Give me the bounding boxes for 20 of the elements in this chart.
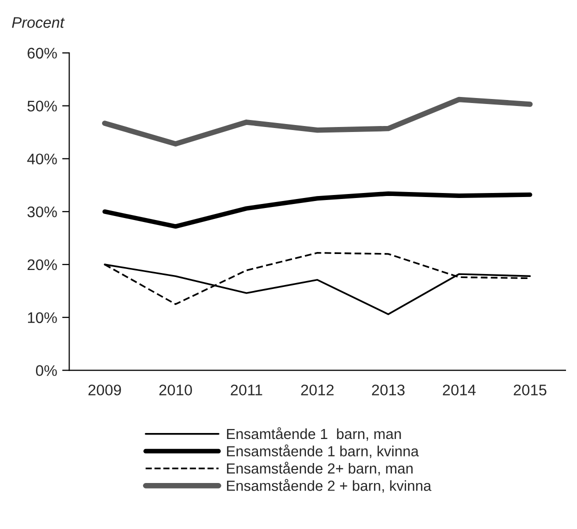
x-tick-label: 2015 xyxy=(514,384,546,396)
x-tick-label: 2010 xyxy=(159,384,192,396)
y-tick-label: 40% xyxy=(27,154,57,164)
legend-label: Ensamstående 1 barn, kvinna xyxy=(227,444,419,458)
y-axis-title: Procent xyxy=(12,17,65,28)
y-tick-label: 50% xyxy=(27,100,57,112)
legend-label: Ensamtående 1 barn, man xyxy=(227,427,401,441)
y-tick-label: 10% xyxy=(28,312,57,324)
x-tick-label: 2013 xyxy=(372,384,405,396)
legend-label: Ensamstående 2+ barn, man xyxy=(227,462,413,476)
x-tick-label: 2009 xyxy=(88,384,121,396)
y-tick-label: 0% xyxy=(36,365,57,376)
line-series xyxy=(102,191,532,229)
legend-label: Ensamstående 2 + barn, kvinna xyxy=(227,479,432,493)
x-tick-label: 2014 xyxy=(442,384,476,396)
y-tick-label: 20% xyxy=(28,259,57,270)
y-tick-label: 60% xyxy=(28,48,57,59)
x-tick-label: 2012 xyxy=(301,384,334,396)
x-tick-label: 2011 xyxy=(230,384,262,396)
y-tick-label: 30% xyxy=(27,206,57,218)
